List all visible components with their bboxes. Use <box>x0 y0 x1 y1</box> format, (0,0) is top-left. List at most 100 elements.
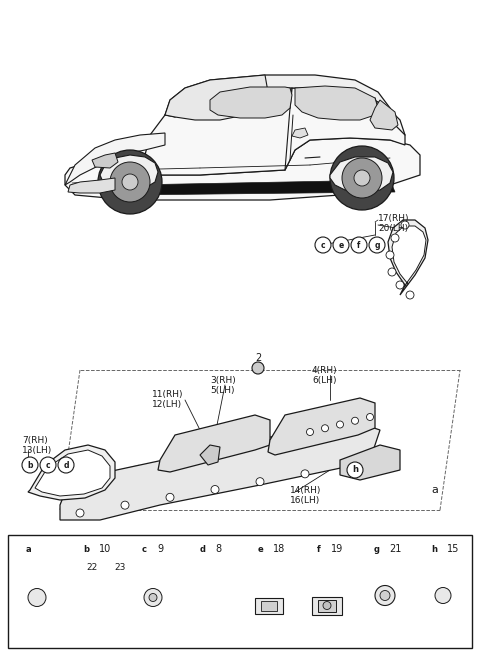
Text: c: c <box>46 461 50 470</box>
Circle shape <box>76 509 84 517</box>
Text: e: e <box>338 241 344 249</box>
Polygon shape <box>340 445 400 480</box>
Text: b: b <box>27 461 33 470</box>
Text: f: f <box>357 241 360 249</box>
Bar <box>312 596 342 615</box>
Polygon shape <box>330 157 393 192</box>
Polygon shape <box>35 450 110 496</box>
Bar <box>8 535 472 648</box>
Polygon shape <box>200 445 220 465</box>
Circle shape <box>194 541 210 557</box>
Circle shape <box>22 457 38 473</box>
Polygon shape <box>60 420 380 520</box>
Text: 13(LH): 13(LH) <box>22 445 52 455</box>
Text: 5(LH): 5(LH) <box>210 386 235 394</box>
Polygon shape <box>65 138 420 200</box>
Circle shape <box>310 541 326 557</box>
Circle shape <box>388 268 396 276</box>
Circle shape <box>336 421 344 428</box>
Text: e: e <box>257 544 263 554</box>
Circle shape <box>435 588 451 604</box>
Polygon shape <box>295 86 378 120</box>
Circle shape <box>367 413 373 420</box>
Circle shape <box>347 462 363 478</box>
Circle shape <box>380 590 390 600</box>
Circle shape <box>330 146 394 210</box>
Circle shape <box>136 541 152 557</box>
Text: 7(RH): 7(RH) <box>22 436 48 445</box>
Text: 2: 2 <box>255 353 261 363</box>
Polygon shape <box>165 75 268 120</box>
Circle shape <box>323 602 331 609</box>
Text: d: d <box>199 544 205 554</box>
Circle shape <box>252 541 268 557</box>
Text: g: g <box>374 241 380 249</box>
Polygon shape <box>268 398 375 455</box>
Text: b: b <box>84 544 89 554</box>
Polygon shape <box>65 133 165 185</box>
Circle shape <box>110 162 150 202</box>
Text: g: g <box>373 544 379 554</box>
Text: 23: 23 <box>114 564 126 573</box>
Circle shape <box>122 174 138 190</box>
Polygon shape <box>92 153 118 168</box>
Circle shape <box>346 462 354 470</box>
Circle shape <box>78 541 94 557</box>
Circle shape <box>149 594 157 602</box>
Text: 22: 22 <box>86 564 97 573</box>
Circle shape <box>98 150 162 214</box>
Circle shape <box>166 493 174 501</box>
Circle shape <box>406 291 414 299</box>
Circle shape <box>354 170 370 186</box>
Text: 8: 8 <box>216 544 221 554</box>
Text: 3(RH): 3(RH) <box>210 375 236 384</box>
Polygon shape <box>28 445 115 500</box>
Polygon shape <box>370 100 398 130</box>
Circle shape <box>40 457 56 473</box>
Polygon shape <box>392 226 426 288</box>
Circle shape <box>109 539 117 547</box>
Text: 11(RH): 11(RH) <box>152 390 183 400</box>
Circle shape <box>396 281 404 289</box>
Bar <box>261 600 277 611</box>
Text: 17(RH): 17(RH) <box>378 213 409 222</box>
Circle shape <box>252 362 264 374</box>
Polygon shape <box>388 220 428 295</box>
Polygon shape <box>165 75 395 120</box>
Polygon shape <box>292 128 308 138</box>
Circle shape <box>20 541 36 557</box>
Bar <box>318 600 336 611</box>
Polygon shape <box>158 415 270 472</box>
Circle shape <box>58 457 74 473</box>
Circle shape <box>351 417 359 424</box>
Text: 21: 21 <box>389 544 402 554</box>
Circle shape <box>315 237 331 253</box>
Circle shape <box>28 588 46 607</box>
Text: 18: 18 <box>273 544 286 554</box>
Circle shape <box>90 540 100 550</box>
Text: 10: 10 <box>99 544 111 554</box>
Circle shape <box>211 485 219 493</box>
Circle shape <box>391 234 399 242</box>
Polygon shape <box>140 88 405 175</box>
Circle shape <box>426 541 442 557</box>
Text: h: h <box>352 466 358 474</box>
Text: 20(LH): 20(LH) <box>378 224 408 232</box>
Circle shape <box>307 428 313 436</box>
Polygon shape <box>68 178 115 193</box>
Text: c: c <box>142 544 147 554</box>
Text: 12(LH): 12(LH) <box>152 401 182 409</box>
Circle shape <box>401 221 409 229</box>
Circle shape <box>375 586 395 605</box>
Circle shape <box>351 237 367 253</box>
Text: 15: 15 <box>447 544 460 554</box>
Circle shape <box>369 237 385 253</box>
Circle shape <box>342 158 382 198</box>
Text: d: d <box>63 461 69 470</box>
Text: 16(LH): 16(LH) <box>290 495 320 504</box>
Text: a: a <box>25 544 31 554</box>
Text: 14(RH): 14(RH) <box>290 485 322 495</box>
Text: 9: 9 <box>157 544 163 554</box>
Circle shape <box>322 424 328 432</box>
Circle shape <box>121 501 129 509</box>
